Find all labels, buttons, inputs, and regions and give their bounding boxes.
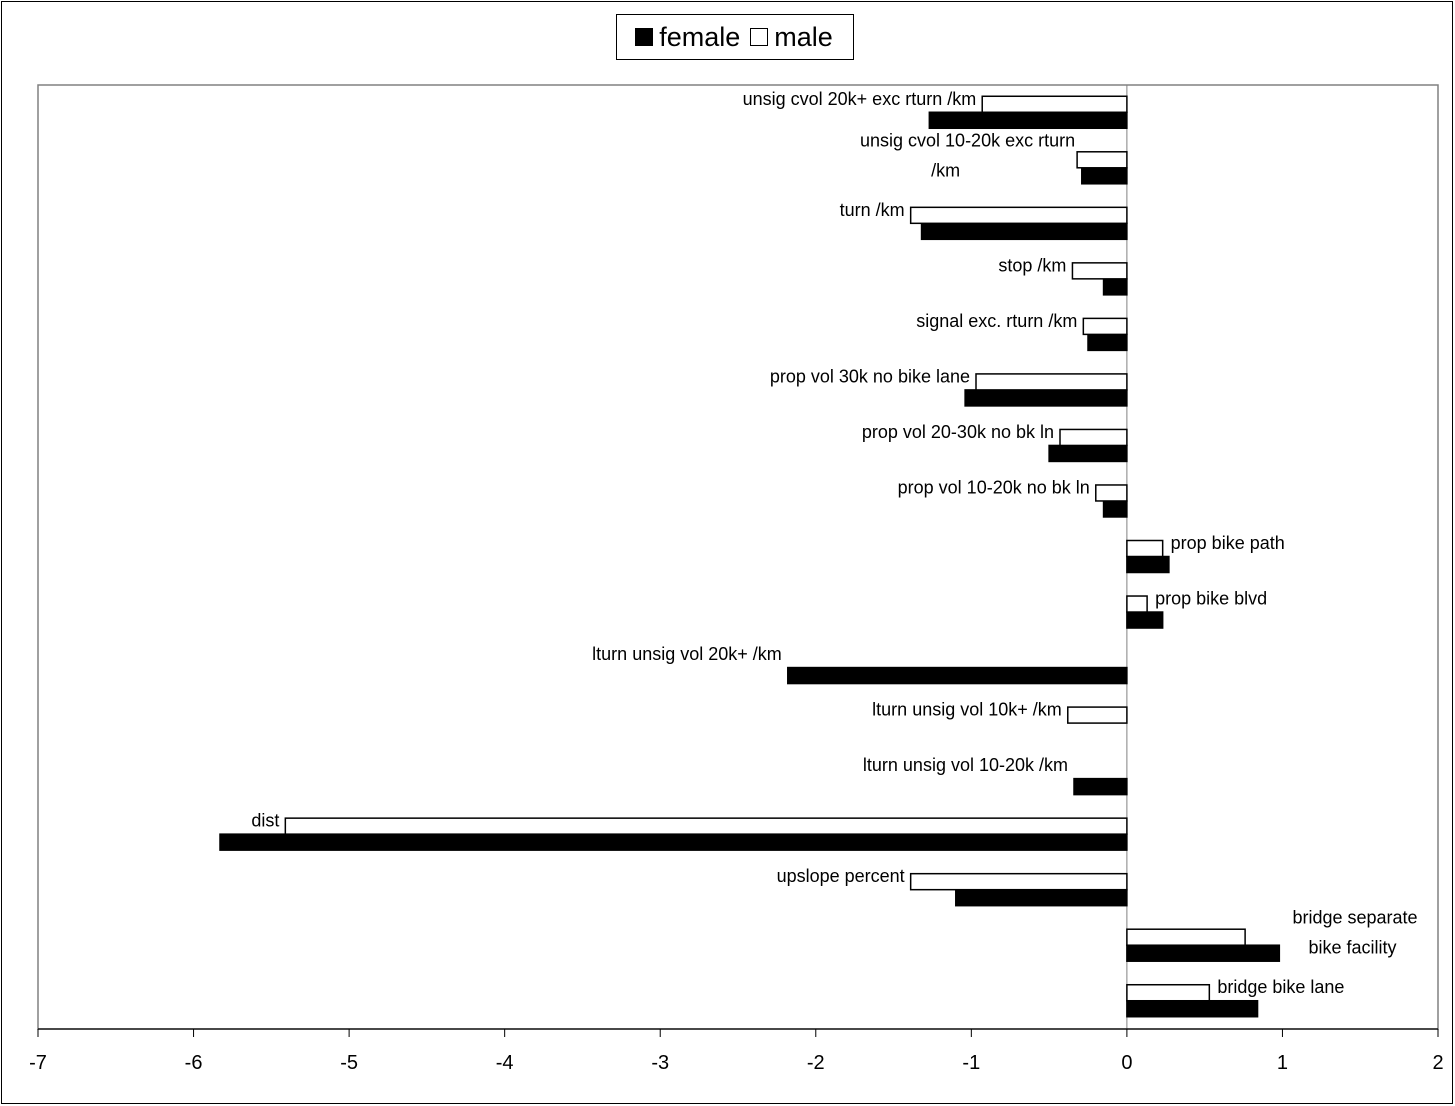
bar-male <box>909 206 1128 225</box>
x-tick-label: -6 <box>185 1052 203 1074</box>
x-tick-label: 2 <box>1432 1052 1443 1074</box>
category-label: dist <box>251 811 279 831</box>
category-label: bike facility <box>1308 938 1396 958</box>
bar-male <box>1126 928 1246 946</box>
bar-male <box>975 373 1128 391</box>
legend-swatch-female <box>635 28 654 46</box>
category-label: unsig cvol 10-20k exc rturn <box>860 130 1075 150</box>
bar-female <box>1126 555 1170 574</box>
bar-male <box>1071 262 1128 280</box>
bar-male <box>909 872 1128 891</box>
bar-male <box>1076 151 1128 169</box>
legend: female male <box>616 14 854 60</box>
bar-female <box>1102 278 1128 296</box>
category-label: turn /km <box>840 200 905 220</box>
category-label: signal exc. rturn /km <box>916 311 1077 331</box>
category-label: prop bike blvd <box>1155 589 1267 609</box>
bar-female <box>219 833 1128 851</box>
bar-male <box>1095 484 1128 502</box>
x-tick-label: -7 <box>29 1052 47 1074</box>
bar-male <box>981 95 1128 114</box>
bar-female <box>787 666 1128 685</box>
category-label: prop vol 30k no bike lane <box>770 366 970 386</box>
x-tick-label: -5 <box>340 1052 358 1074</box>
bar-male <box>1126 539 1164 558</box>
bar-male <box>284 817 1128 835</box>
category-label: lturn unsig vol 10k+ /km <box>872 700 1062 720</box>
bar-female <box>1048 444 1128 463</box>
bar-male <box>1126 983 1211 1002</box>
legend-label-male: male <box>774 21 833 52</box>
category-label: prop bike path <box>1171 533 1285 553</box>
legend-label-female: female <box>659 21 741 52</box>
plot-area <box>37 84 1439 1030</box>
bar-female <box>920 222 1128 241</box>
category-label: bridge bike lane <box>1217 977 1344 997</box>
bar-female <box>1081 167 1128 185</box>
bar-female <box>928 111 1128 130</box>
category-label: stop /km <box>998 255 1066 275</box>
x-tick-label: -1 <box>962 1052 980 1074</box>
x-tick-label: -2 <box>807 1052 825 1074</box>
category-label: bridge separate <box>1292 908 1417 928</box>
bar-female <box>1126 944 1281 962</box>
bar-female <box>1126 999 1259 1018</box>
x-tick-label: -3 <box>651 1052 669 1074</box>
category-labels: unsig cvol 20k+ exc rturn /km unsig cvol … <box>251 89 1417 997</box>
bars <box>219 95 1281 1018</box>
category-label: upslope percent <box>777 866 905 886</box>
bar-female <box>1073 777 1128 796</box>
category-label: lturn unsig vol 20k+ /km <box>592 644 782 664</box>
category-label: /km <box>931 160 960 180</box>
legend-swatch-male <box>750 28 769 46</box>
category-label: prop vol 10-20k no bk ln <box>898 477 1090 497</box>
bar-male <box>1126 595 1148 613</box>
bar-female <box>964 389 1128 407</box>
bar-male <box>1082 317 1128 336</box>
bar-female <box>1087 333 1128 352</box>
category-label: unsig cvol 20k+ exc rturn /km <box>743 89 977 109</box>
category-label: lturn unsig vol 10-20k /km <box>863 755 1068 775</box>
bar-female <box>955 888 1128 907</box>
bar-male <box>1059 428 1128 447</box>
category-label: prop vol 20-30k no bk ln <box>862 422 1054 442</box>
bar-female <box>1102 500 1128 518</box>
x-tick-label: 0 <box>1121 1052 1132 1074</box>
x-tick-label: -4 <box>496 1052 514 1074</box>
x-tick-label: 1 <box>1277 1052 1288 1074</box>
bar-female <box>1126 611 1164 629</box>
bar-male <box>1067 706 1128 724</box>
